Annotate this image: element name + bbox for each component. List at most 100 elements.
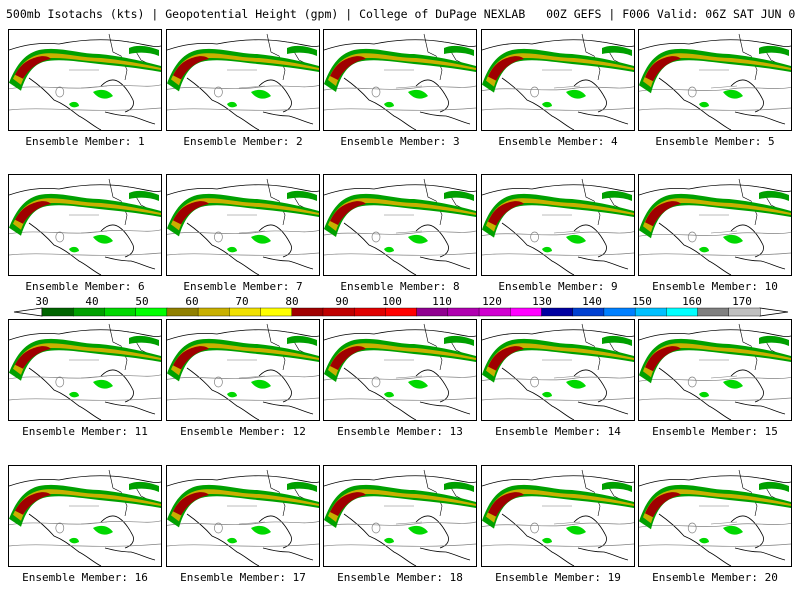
isotach-60kt: [328, 489, 476, 522]
coastline: [734, 256, 786, 270]
border-line: [227, 505, 266, 525]
ensemble-member-map: [481, 29, 635, 131]
coastline: [258, 79, 292, 113]
coastline: [730, 369, 764, 403]
coastline: [9, 184, 161, 196]
border-line: [542, 69, 581, 89]
isotach-40kt: [69, 234, 113, 253]
isotach-60kt: [13, 343, 161, 375]
isotach-40kt: [287, 335, 317, 346]
coastline: [482, 184, 634, 196]
border-line: [384, 505, 423, 525]
coastline: [258, 515, 292, 549]
isotach-80kt: [488, 346, 524, 371]
isotach-80kt: [488, 201, 524, 226]
height-contour: [167, 521, 319, 526]
isotach-40kt: [384, 379, 428, 398]
isotach-60kt: [328, 343, 476, 376]
coastline: [577, 111, 629, 125]
coastline: [415, 369, 449, 403]
height-contour: [530, 86, 539, 98]
isotach-80kt: [173, 56, 209, 80]
height-contour: [214, 522, 223, 534]
coastline: [9, 475, 161, 487]
ensemble-member-map: [638, 174, 792, 276]
coastline: [639, 475, 791, 487]
ensemble-member-map: [166, 29, 320, 131]
coastline: [186, 222, 260, 275]
coastline: [658, 222, 732, 275]
height-contour: [55, 231, 65, 243]
height-contour: [482, 86, 634, 91]
isotach-40kt: [699, 379, 743, 398]
height-contour: [371, 522, 381, 534]
height-contour: [324, 521, 476, 527]
isotach-80kt: [645, 201, 681, 227]
height-contour: [687, 376, 697, 388]
isotach-40kt: [227, 379, 271, 398]
isotach-60kt: [13, 198, 161, 230]
coastline: [415, 79, 449, 113]
isotach-60kt: [643, 53, 791, 88]
isotach-40kt: [759, 481, 789, 492]
isotach-80kt: [15, 56, 51, 79]
height-contour: [324, 375, 476, 381]
height-contour: [482, 543, 634, 547]
border-line: [699, 214, 738, 234]
member-label: Ensemble Member: 17: [180, 571, 306, 584]
coastline: [419, 256, 471, 270]
coastline: [258, 369, 292, 403]
height-contour: [324, 543, 476, 547]
height-contour: [639, 252, 791, 256]
height-contour: [687, 86, 697, 98]
isotach-40kt: [69, 89, 113, 108]
coastline: [415, 515, 449, 549]
isotach-80kt: [15, 346, 51, 369]
height-contour: [214, 231, 223, 243]
coastline: [573, 369, 607, 403]
height-contour: [55, 376, 65, 388]
coastline: [573, 79, 607, 113]
coastline: [730, 224, 764, 258]
isotach-40kt: [384, 89, 428, 108]
height-contour: [167, 230, 319, 235]
member-label: Ensemble Member: 14: [495, 425, 621, 438]
coastline: [262, 547, 314, 561]
coastline: [734, 401, 786, 415]
member-label: Ensemble Member: 16: [22, 571, 148, 584]
member-label: Ensemble Member: 5: [655, 135, 775, 148]
coastline: [577, 401, 629, 415]
coastline: [186, 367, 260, 420]
height-contour: [9, 543, 161, 547]
coastline: [639, 184, 791, 196]
border-line: [699, 505, 738, 525]
height-contour: [530, 522, 539, 534]
height-contour: [639, 86, 791, 92]
isotach-40kt: [602, 190, 632, 201]
ensemble-member-map: [638, 465, 792, 567]
coastline: [730, 79, 764, 113]
height-contour: [639, 107, 791, 111]
coastline: [100, 515, 134, 549]
isotach-80kt: [645, 56, 681, 82]
coastline: [658, 77, 732, 130]
border-line: [542, 214, 581, 234]
ensemble-member-map: [166, 465, 320, 567]
coastline: [104, 256, 156, 270]
isotach-60kt: [643, 343, 791, 378]
isotach-40kt: [287, 190, 317, 201]
ensemble-member-map: [8, 174, 162, 276]
height-contour: [9, 84, 161, 90]
isotach-60kt: [171, 198, 319, 231]
coastline: [419, 111, 471, 125]
ensemble-member-map: [481, 319, 635, 421]
ensemble-member-map: [323, 465, 477, 567]
isotach-80kt: [488, 492, 524, 517]
coastline: [577, 256, 629, 270]
isotach-80kt: [173, 346, 209, 370]
isotach-40kt: [699, 234, 743, 253]
coastline: [343, 367, 417, 420]
coastline: [167, 39, 319, 51]
coastline: [415, 224, 449, 258]
